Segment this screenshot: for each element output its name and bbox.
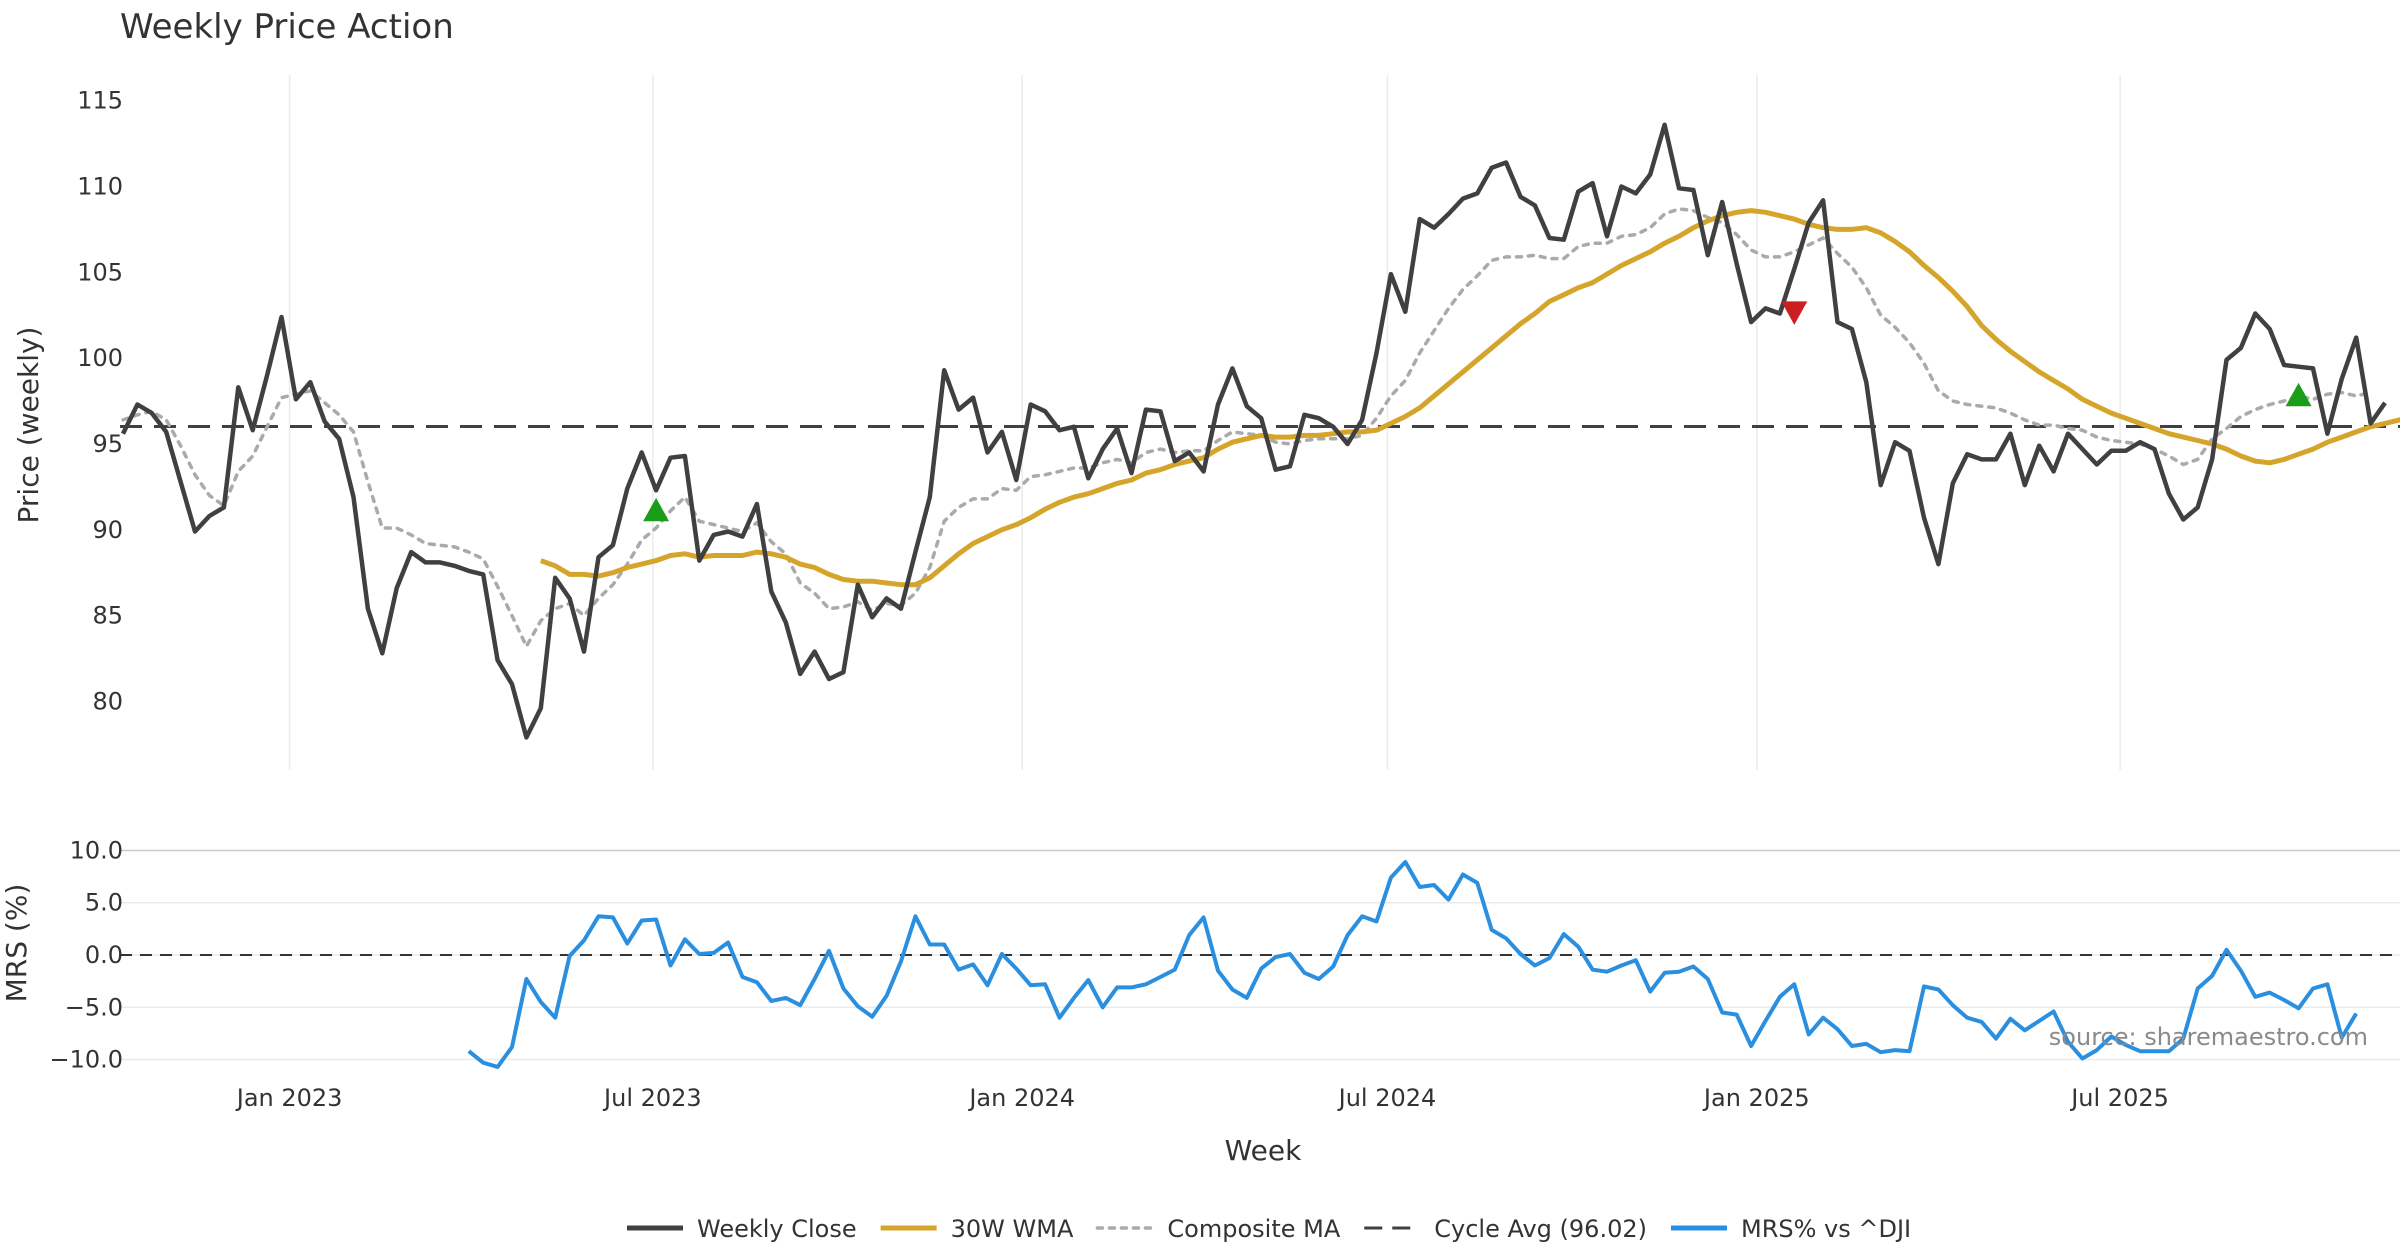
wma-30w-line (539, 208, 2400, 588)
weekly-close-line (120, 122, 2387, 740)
legend-label: MRS% vs ^DJI (1741, 1215, 1911, 1243)
buy-signal-marker (643, 497, 670, 522)
price-y-tick-label: 80 (92, 687, 123, 715)
legend-item: 30W WMA (880, 1215, 1074, 1243)
composite-ma-line (121, 207, 2373, 651)
series-layer (120, 122, 2400, 1069)
price-y-tick-label: 90 (92, 516, 123, 544)
markers-layer (643, 301, 2312, 522)
legend: Weekly Close 30W WMA Composite MA Cycle Avg… (627, 1215, 1911, 1243)
legend-label: Cycle Avg (96.02) (1434, 1215, 1647, 1243)
legend-item: MRS% vs ^DJI (1670, 1215, 1911, 1243)
x-tick-label: Jul 2023 (602, 1084, 702, 1112)
mrs-y-tick-label: 0.0 (85, 941, 123, 969)
price-y-tick-label: 105 (77, 258, 123, 286)
price-y-axis-label: Price (weekly) (12, 327, 45, 524)
chart-title: Weekly Price Action (120, 7, 454, 47)
ticks-layer: Jan 2023 Jul 2023 Jan 2024 Jul 2024 Jan 2025… (49, 87, 2168, 1112)
mrs-y-tick-label: 5.0 (85, 889, 123, 917)
x-tick-label: Jan 2025 (1702, 1084, 1810, 1112)
mrs-line (467, 860, 2358, 1069)
price-y-tick-label: 100 (77, 344, 123, 372)
price-y-tick-label: 115 (77, 87, 123, 115)
sell-signal-marker (1781, 301, 1808, 325)
x-tick-label: Jul 2025 (2069, 1084, 2169, 1112)
mrs-y-tick-label: −10.0 (49, 1046, 123, 1074)
reference-lines-layer (120, 424, 2400, 956)
x-tick-label: Jan 2024 (967, 1084, 1075, 1112)
mrs-y-axis-label: MRS (%) (0, 884, 33, 1003)
legend-item: Weekly Close (627, 1215, 857, 1243)
legend-item: Cycle Avg (96.02) (1364, 1215, 1647, 1243)
price-y-tick-label: 85 (92, 602, 123, 630)
x-axis-label: Week (1225, 1134, 1302, 1167)
legend-label: Weekly Close (697, 1215, 857, 1243)
x-tick-label: Jul 2024 (1337, 1084, 1437, 1112)
price-y-tick-label: 110 (77, 173, 123, 201)
buy-signal-marker (2285, 382, 2312, 407)
mrs-y-tick-label: 10.0 (70, 836, 123, 864)
source-note: source: sharemaestro.com (2049, 1023, 2368, 1051)
legend-item: Composite MA (1095, 1215, 1341, 1243)
price-y-tick-label: 95 (92, 430, 123, 458)
legend-label: 30W WMA (951, 1215, 1074, 1243)
legend-label: Composite MA (1167, 1215, 1340, 1243)
mrs-y-tick-label: −5.0 (65, 993, 123, 1021)
x-tick-label: Jan 2023 (235, 1084, 343, 1112)
